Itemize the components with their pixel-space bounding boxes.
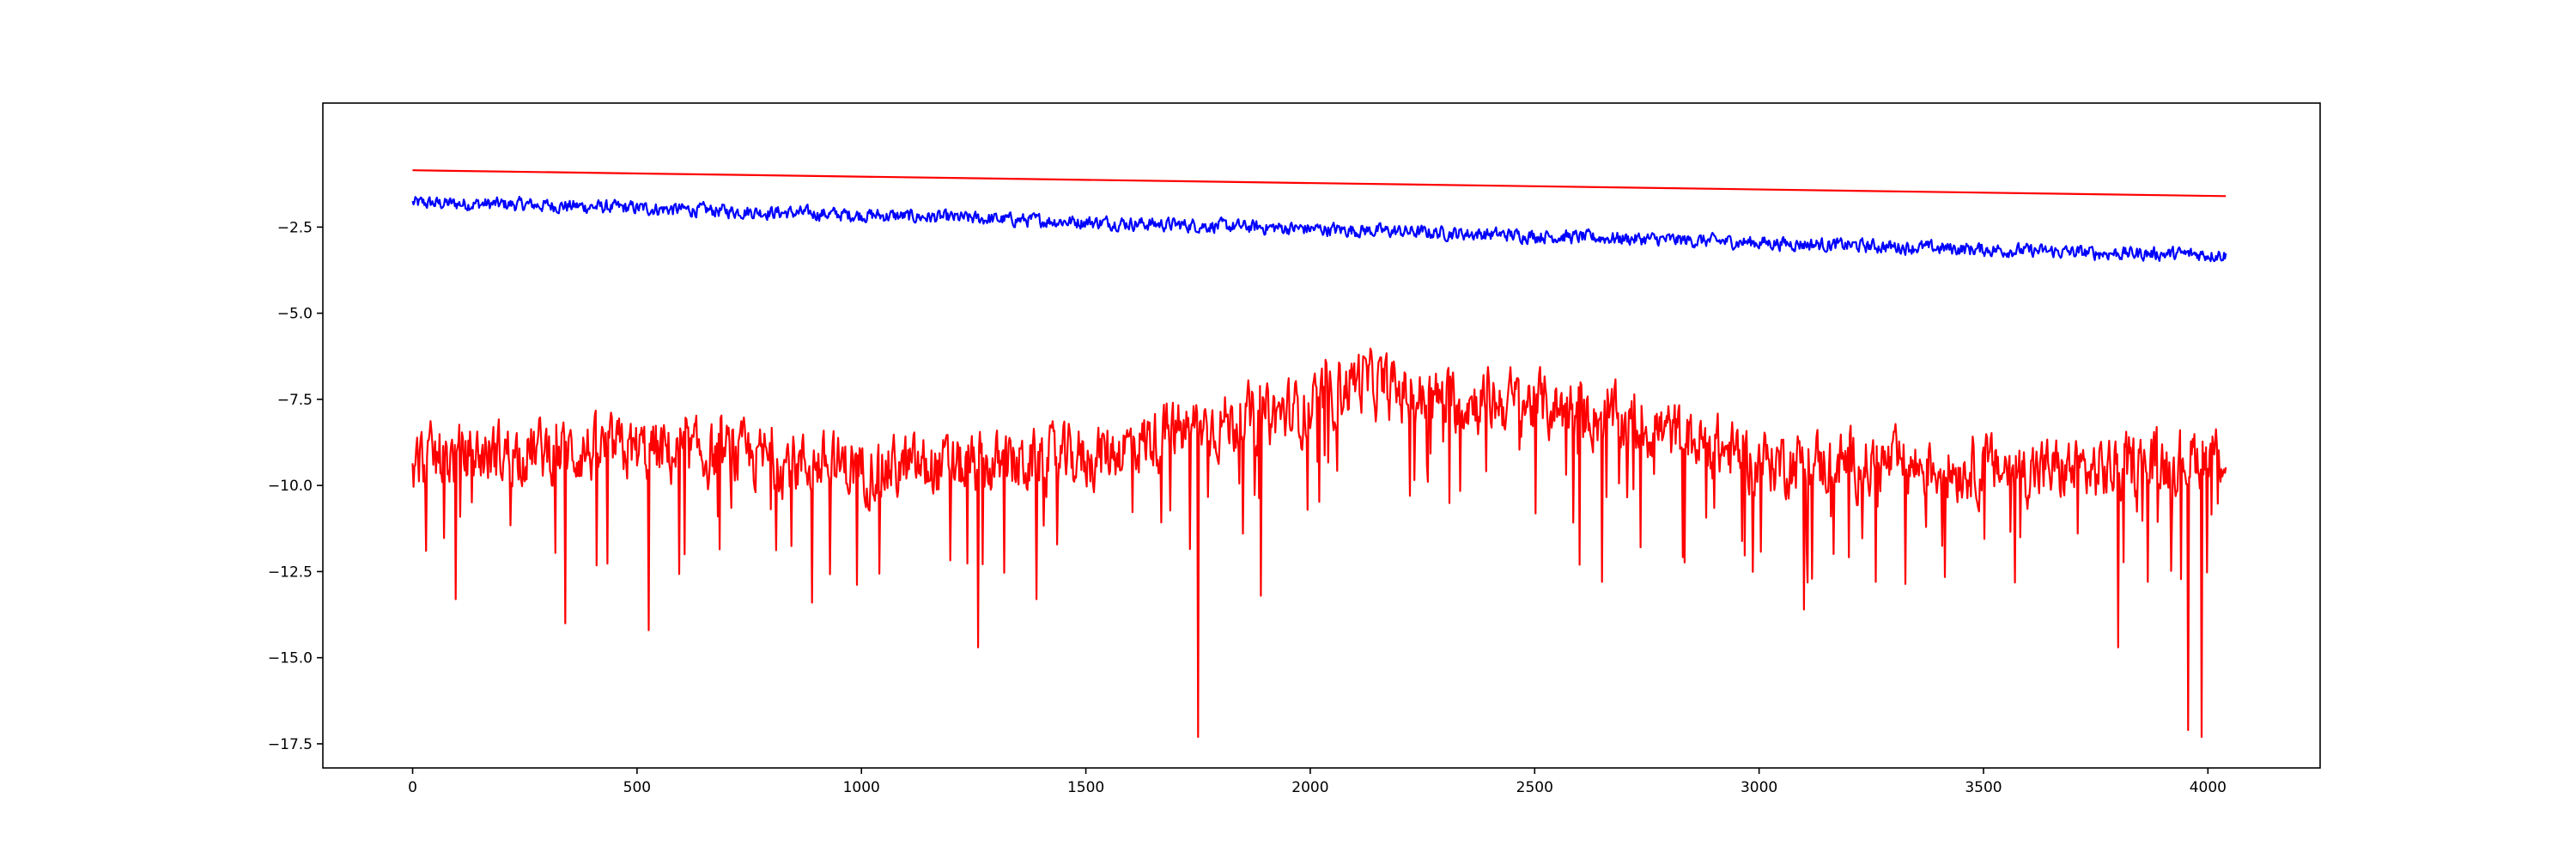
y-tick-label: −5.0 bbox=[277, 306, 313, 323]
x-axis: 0 500 1000 1500 2000 2500 3000 3500 4000 bbox=[408, 768, 2227, 796]
x-tick-label: 3500 bbox=[1965, 779, 2002, 796]
y-tick-label: −2.5 bbox=[277, 219, 313, 236]
x-tick-label: 1000 bbox=[843, 779, 880, 796]
y-tick-label: −10.0 bbox=[268, 478, 313, 495]
x-tick-label: 2500 bbox=[1516, 779, 1553, 796]
axes-frame bbox=[322, 102, 2321, 769]
x-tick-label: 0 bbox=[408, 779, 417, 796]
series-layer bbox=[411, 169, 2227, 738]
plot-area bbox=[322, 102, 2321, 769]
y-tick-label: −17.5 bbox=[268, 736, 313, 753]
series-line-3 bbox=[411, 347, 2227, 738]
x-tick-label: 2000 bbox=[1291, 779, 1328, 796]
x-tick-label: 3000 bbox=[1741, 779, 1777, 796]
x-tick-label: 4000 bbox=[2190, 779, 2227, 796]
series-line-1 bbox=[412, 169, 2227, 198]
series-line-2 bbox=[411, 195, 2227, 263]
y-tick-label: −15.0 bbox=[268, 650, 313, 667]
x-tick-label: 500 bbox=[623, 779, 651, 796]
x-tick-label: 1500 bbox=[1067, 779, 1104, 796]
y-tick-label: −7.5 bbox=[277, 392, 313, 409]
y-tick-label: −12.5 bbox=[268, 564, 313, 581]
y-axis: −2.5 −5.0 −7.5 −10.0 −12.5 −15.0 −17.5 bbox=[268, 219, 323, 753]
